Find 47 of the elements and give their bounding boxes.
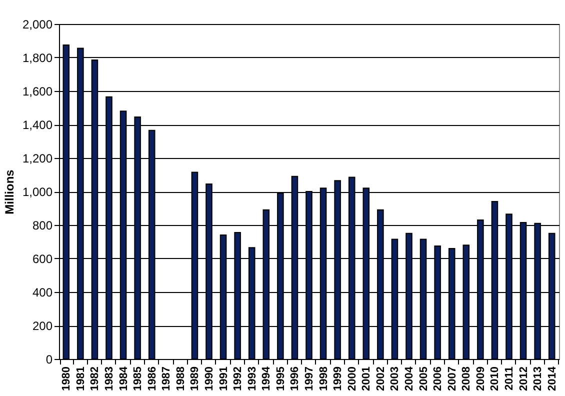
- x-tick-label: 1993: [246, 366, 258, 391]
- x-tick-label: 1999: [332, 366, 344, 391]
- y-tick-label: 2,000: [22, 18, 53, 32]
- y-tick-label: 800: [32, 218, 53, 232]
- x-tick-label: 1988: [174, 366, 187, 391]
- x-tick-label: 1997: [304, 366, 316, 391]
- x-tick-label: 1985: [132, 366, 144, 391]
- x-tick-label: 1990: [204, 366, 216, 391]
- y-tick-label: 1,200: [22, 152, 53, 166]
- y-tick-label: 400: [32, 286, 53, 300]
- x-tick-label: 1989: [189, 366, 202, 391]
- y-axis-title: Millions: [2, 169, 16, 214]
- x-tick-label: 2002: [374, 366, 387, 391]
- x-tick-label: 2010: [489, 366, 502, 391]
- x-tick-label: 1992: [232, 366, 244, 391]
- x-tick-label: 1983: [104, 366, 116, 391]
- x-tick-label: 2008: [460, 366, 473, 391]
- x-tick-label: 1991: [218, 366, 230, 391]
- x-tick-label: 1994: [260, 366, 273, 391]
- x-tick-label: 2005: [418, 366, 430, 391]
- y-tick-label: 1,400: [22, 118, 53, 132]
- y-tick-label: 1,000: [22, 185, 53, 199]
- y-tick-label: 200: [32, 319, 53, 333]
- x-tick-label: 2011: [504, 366, 516, 390]
- x-tick-label: 1984: [118, 366, 130, 391]
- x-tick-label: 1982: [89, 366, 102, 391]
- x-tick-label: 2012: [518, 366, 530, 391]
- x-tick-label: 2013: [532, 366, 544, 391]
- y-tick-label: 600: [32, 252, 53, 266]
- y-tick-label: 1,600: [22, 84, 53, 98]
- x-tick-label: 2000: [346, 366, 358, 391]
- x-tick-label: 2001: [360, 366, 373, 391]
- x-tick-label: 1980: [60, 366, 73, 391]
- x-tick-label: 1986: [146, 366, 158, 391]
- x-tick-label: 2014: [546, 366, 558, 391]
- y-tick-label: 0: [46, 352, 53, 366]
- x-tick-label: 2003: [389, 366, 402, 391]
- x-tick-label: 2007: [446, 366, 458, 391]
- x-tick-label: 1987: [160, 366, 173, 391]
- x-tick-label: 1981: [74, 366, 87, 391]
- y-tick-label: 1,800: [22, 51, 53, 65]
- x-tick-label: 2004: [404, 366, 416, 391]
- x-tick-label: 1998: [318, 366, 330, 391]
- x-tick-label: 1995: [274, 366, 287, 391]
- x-tick-label: 2006: [432, 366, 444, 391]
- x-tick-label: 1996: [289, 366, 302, 391]
- x-tick-label: 2009: [474, 366, 487, 391]
